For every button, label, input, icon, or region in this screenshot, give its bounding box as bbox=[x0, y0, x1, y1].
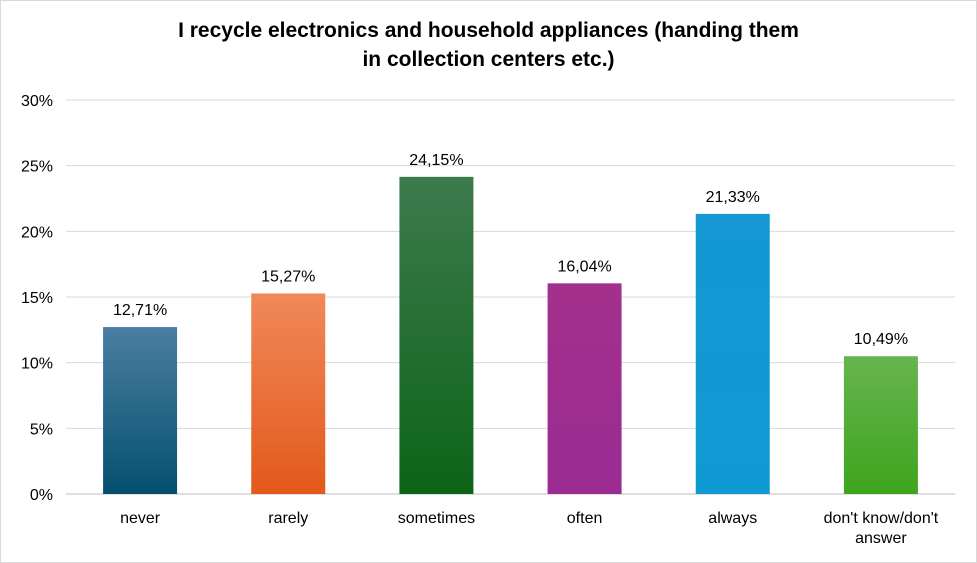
y-tick-label: 10% bbox=[21, 356, 53, 373]
x-tick-label: sometimes bbox=[398, 510, 475, 527]
bar bbox=[695, 213, 770, 494]
chart-title-line-1: I recycle electronics and household appl… bbox=[178, 19, 799, 42]
bar bbox=[547, 283, 622, 494]
x-tick-label: never bbox=[120, 510, 161, 527]
x-tick-label: always bbox=[708, 510, 757, 527]
x-tick-label: rarely bbox=[268, 510, 308, 527]
x-tick-label: answer bbox=[855, 530, 907, 547]
data-label: 24,15% bbox=[409, 152, 463, 169]
y-tick-label: 5% bbox=[30, 421, 53, 438]
chart-title-line-2: in collection centers etc.) bbox=[362, 48, 615, 71]
data-label: 12,71% bbox=[113, 302, 167, 319]
y-tick-label: 0% bbox=[30, 487, 53, 504]
y-tick-label: 15% bbox=[21, 290, 53, 307]
bar bbox=[251, 293, 326, 494]
chart-title: I recycle electronics and household appl… bbox=[0, 16, 977, 74]
bar bbox=[103, 327, 178, 494]
x-tick-label: don't know/don't bbox=[824, 510, 939, 527]
y-tick-label: 30% bbox=[21, 93, 53, 110]
bar bbox=[399, 176, 474, 494]
x-tick-label: often bbox=[567, 510, 603, 527]
data-label: 21,33% bbox=[706, 189, 760, 206]
y-tick-label: 25% bbox=[21, 159, 53, 176]
y-tick-label: 20% bbox=[21, 224, 53, 241]
data-label: 15,27% bbox=[261, 268, 315, 285]
bar bbox=[843, 356, 918, 494]
data-label: 10,49% bbox=[854, 331, 908, 348]
data-label: 16,04% bbox=[557, 258, 611, 275]
